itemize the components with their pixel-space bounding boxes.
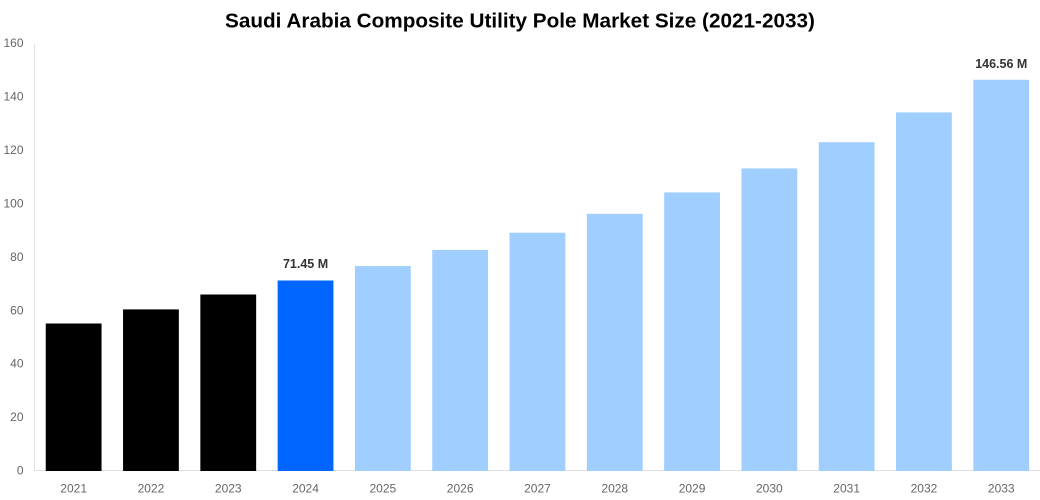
svg-text:2027: 2027	[524, 482, 551, 496]
svg-text:20: 20	[10, 410, 24, 424]
svg-text:71.45 M: 71.45 M	[283, 257, 328, 271]
svg-text:2023: 2023	[215, 482, 242, 496]
svg-text:2028: 2028	[601, 482, 628, 496]
svg-text:2031: 2031	[833, 482, 860, 496]
svg-text:120: 120	[3, 143, 23, 157]
svg-text:Saudi Arabia Composite Utility: Saudi Arabia Composite Utility Pole Mark…	[225, 10, 815, 33]
svg-text:80: 80	[10, 250, 24, 264]
svg-text:2022: 2022	[138, 482, 165, 496]
svg-text:2021: 2021	[60, 482, 87, 496]
svg-text:2025: 2025	[369, 482, 396, 496]
svg-text:40: 40	[10, 357, 24, 371]
svg-text:2024: 2024	[292, 482, 319, 496]
svg-text:60: 60	[10, 303, 24, 317]
svg-text:100: 100	[3, 196, 23, 210]
svg-text:2032: 2032	[911, 482, 938, 496]
svg-text:140: 140	[3, 90, 23, 104]
svg-text:0: 0	[17, 464, 24, 478]
svg-text:2033: 2033	[988, 482, 1015, 496]
svg-text:160: 160	[3, 36, 23, 50]
svg-text:2030: 2030	[756, 482, 783, 496]
svg-text:2026: 2026	[447, 482, 474, 496]
svg-text:2029: 2029	[679, 482, 706, 496]
svg-text:146.56 M: 146.56 M	[975, 57, 1027, 71]
